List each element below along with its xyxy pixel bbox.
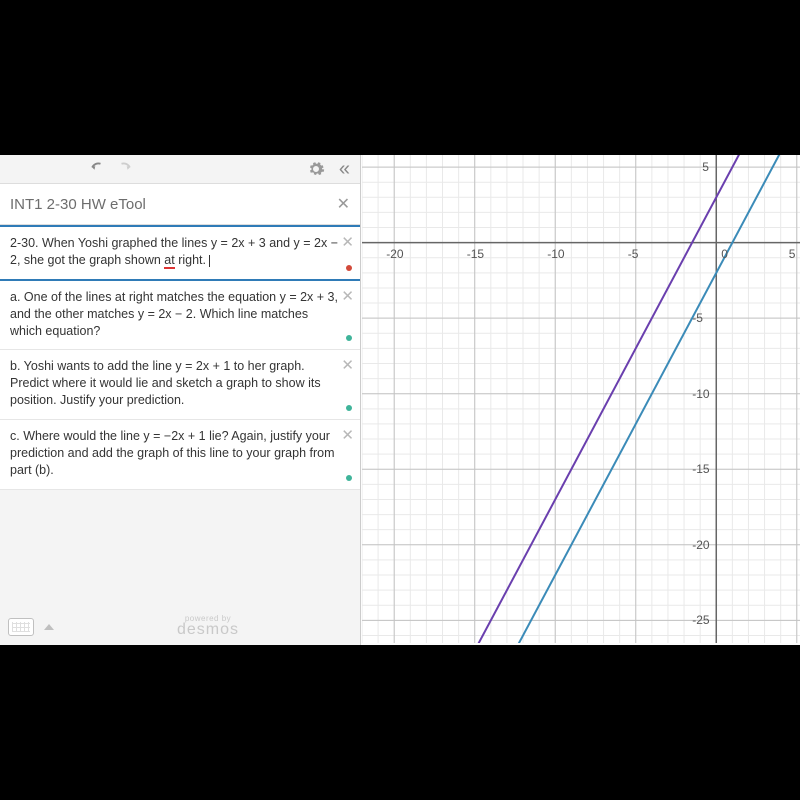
- expression-item-0[interactable]: 2-30. When Yoshi graphed the lines y = 2…: [0, 225, 360, 281]
- y-tick-label: -5: [692, 311, 703, 325]
- color-dot[interactable]: [346, 475, 352, 481]
- title-row[interactable]: INT1 2-30 HW eTool ✕: [0, 183, 360, 225]
- item-text: b. Yoshi wants to add the line y = 2x + …: [10, 359, 321, 407]
- redo-icon[interactable]: [114, 160, 132, 178]
- undo-icon[interactable]: [90, 160, 108, 178]
- delete-icon[interactable]: ✕: [341, 356, 354, 376]
- color-dot[interactable]: [346, 335, 352, 341]
- y-tick-label: -20: [692, 538, 709, 552]
- x-tick-label: 0: [721, 247, 728, 261]
- collapse-icon[interactable]: «: [339, 158, 350, 181]
- close-icon[interactable]: ✕: [337, 194, 350, 214]
- chart-svg: [362, 155, 800, 643]
- y-tick-label: -15: [692, 462, 709, 476]
- delete-icon[interactable]: ✕: [341, 426, 354, 446]
- graph-area[interactable]: -20 -15 -10 -5 0 5 5 -5 -10 -15 -20 -25: [362, 155, 800, 643]
- x-tick-label: -5: [628, 247, 639, 261]
- x-tick-label: 5: [789, 247, 796, 261]
- y-tick-label: -10: [692, 387, 709, 401]
- x-tick-label: -10: [547, 247, 564, 261]
- panel-footer: powered by desmos: [0, 610, 360, 643]
- item-text: 2-30. When Yoshi graphed the lines y = 2…: [10, 236, 338, 267]
- y-tick-label: 5: [702, 160, 709, 174]
- item-text: a. One of the lines at right matches the…: [10, 290, 338, 338]
- graph-title: INT1 2-30 HW eTool: [10, 196, 146, 213]
- color-dot[interactable]: [346, 265, 352, 271]
- toolbar: «: [0, 155, 360, 183]
- expression-list: 2-30. When Yoshi graphed the lines y = 2…: [0, 225, 360, 490]
- delete-icon[interactable]: ✕: [341, 233, 354, 253]
- item-text: c. Where would the line y = −2x + 1 lie?…: [10, 429, 335, 477]
- y-tick-label: -25: [692, 613, 709, 627]
- keyboard-icon[interactable]: [8, 618, 34, 636]
- gear-icon[interactable]: [307, 160, 325, 178]
- x-tick-label: -20: [386, 247, 403, 261]
- color-dot[interactable]: [346, 405, 352, 411]
- delete-icon[interactable]: ✕: [341, 287, 354, 307]
- expression-item-1[interactable]: a. One of the lines at right matches the…: [0, 281, 360, 351]
- x-tick-label: -15: [467, 247, 484, 261]
- brand-logo: powered by desmos: [64, 614, 352, 639]
- expression-item-3[interactable]: c. Where would the line y = −2x + 1 lie?…: [0, 420, 360, 490]
- app-screen: « INT1 2-30 HW eTool ✕ 2-30. When Yoshi …: [0, 155, 800, 645]
- expand-up-icon[interactable]: [44, 624, 54, 630]
- undo-redo-group: [90, 160, 132, 178]
- expression-panel: « INT1 2-30 HW eTool ✕ 2-30. When Yoshi …: [0, 155, 361, 645]
- expression-item-2[interactable]: b. Yoshi wants to add the line y = 2x + …: [0, 350, 360, 420]
